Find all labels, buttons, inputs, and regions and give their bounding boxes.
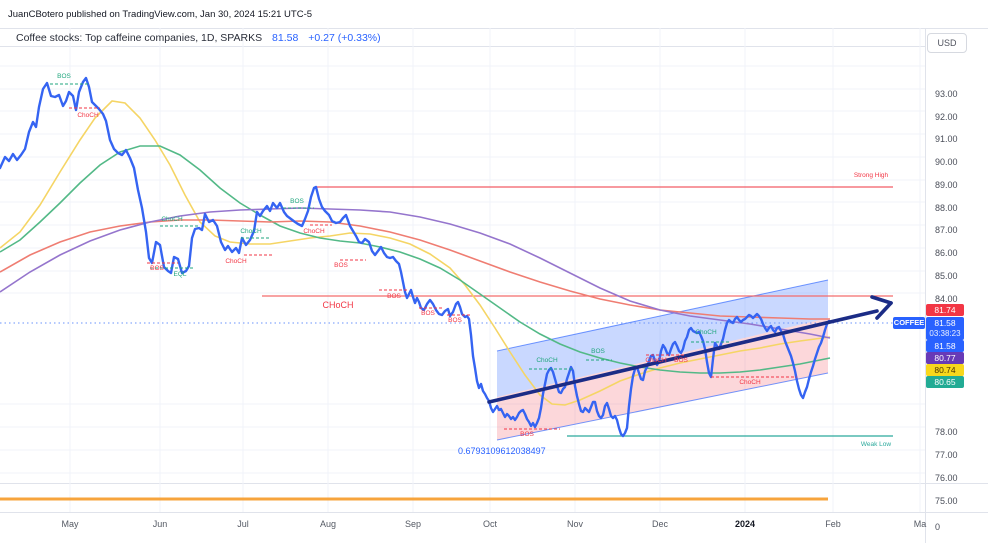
time-tick: Ma bbox=[913, 519, 927, 529]
price-tick: 75.00 bbox=[935, 496, 958, 506]
fib-value-label: 0.6793109612038497 bbox=[458, 446, 546, 456]
trend-arrow-shaft[interactable] bbox=[487, 309, 879, 404]
symbol-title: Coffee stocks: Top caffeine companies, 1… bbox=[16, 32, 263, 44]
pane-divider[interactable] bbox=[0, 483, 988, 484]
price-badge: 80.77 bbox=[926, 352, 964, 364]
price-tick: 87.00 bbox=[935, 225, 958, 235]
annotation-label: BOS bbox=[290, 198, 304, 205]
price-badge: 81.58 03:38:23 bbox=[926, 317, 964, 340]
time-tick: Oct bbox=[482, 519, 498, 529]
time-tick: Jul bbox=[237, 519, 249, 529]
annotation-label: BOS bbox=[57, 73, 71, 80]
annotation-label: ChoCH bbox=[77, 112, 99, 119]
time-tick: Feb bbox=[825, 519, 841, 529]
ma-green-line[interactable] bbox=[0, 145, 831, 374]
symbol-legend[interactable]: Coffee stocks: Top caffeine companies, 1… bbox=[16, 32, 381, 44]
annotation-label: BOS bbox=[674, 357, 688, 364]
price-badge: 80.65 bbox=[926, 376, 964, 388]
price-tick: 78.00 bbox=[935, 427, 958, 437]
price-tick: 89.00 bbox=[935, 180, 958, 190]
annotation-label: BOS bbox=[591, 348, 605, 355]
annotation-label: EQL bbox=[173, 271, 187, 278]
price-tick: 86.00 bbox=[935, 248, 958, 258]
annotation-label: CHoCH bbox=[322, 300, 354, 310]
price-change: +0.27 (+0.33%) bbox=[308, 32, 381, 44]
ma-purple-line[interactable] bbox=[0, 207, 831, 339]
grid-lines bbox=[0, 28, 925, 512]
price-badge: 80.74 bbox=[926, 364, 964, 376]
legend-divider bbox=[0, 46, 925, 47]
price-line[interactable] bbox=[0, 76, 831, 438]
series-name-label: COFFEE bbox=[893, 317, 925, 329]
time-axis-divider[interactable] bbox=[0, 512, 988, 513]
header-divider bbox=[0, 28, 988, 29]
time-tick: Jun bbox=[152, 519, 168, 529]
annotation-label: ChoCH bbox=[695, 329, 717, 336]
time-tick: Dec bbox=[651, 519, 669, 529]
price-tick: 88.00 bbox=[935, 203, 958, 213]
annotation-label: ChoCH bbox=[645, 357, 667, 364]
time-tick: 2024 bbox=[734, 519, 756, 529]
annotation-label: BOS bbox=[520, 431, 534, 438]
ma-yellow-line[interactable] bbox=[0, 100, 831, 406]
annotation-label: BOS bbox=[448, 317, 462, 324]
price-axis[interactable]: 93.00 92.00 91.00 90.00 89.00 88.00 87.00 86.00… bbox=[925, 28, 988, 543]
currency-toggle-button[interactable]: USD bbox=[927, 33, 967, 53]
price-tick: 91.00 bbox=[935, 134, 958, 144]
annotation-label: BOS bbox=[334, 262, 348, 269]
annotation-label: Weak Low bbox=[860, 441, 892, 448]
annotation-label: ChoCH bbox=[739, 379, 761, 386]
annotation-label: ChoCH bbox=[303, 228, 325, 235]
trend-arrow-head-upper[interactable] bbox=[870, 295, 893, 305]
price-tick: 90.00 bbox=[935, 157, 958, 167]
annotation-label: ChoCH bbox=[240, 228, 262, 235]
price-tick: 93.00 bbox=[935, 89, 958, 99]
channel-lower-edge[interactable] bbox=[496, 372, 829, 441]
annotation-label: BOS bbox=[421, 310, 435, 317]
price-axis-divider[interactable] bbox=[925, 28, 926, 543]
annotation-label: ChoCH bbox=[536, 357, 558, 364]
time-tick: Nov bbox=[566, 519, 584, 529]
ma-red-line[interactable] bbox=[0, 219, 830, 320]
price-badge: 81.74 bbox=[926, 304, 964, 316]
price-tick: 76.00 bbox=[935, 473, 958, 483]
price-tick: 0 bbox=[935, 522, 941, 532]
channel-upper-band[interactable] bbox=[497, 280, 828, 397]
time-tick: Sep bbox=[404, 519, 422, 529]
annotation-label: ChoCH bbox=[225, 258, 247, 265]
smc-dashed-segments bbox=[50, 83, 797, 430]
annotation-label: BOS bbox=[387, 293, 401, 300]
trend-arrow-head-lower[interactable] bbox=[875, 301, 893, 320]
time-tick: Aug bbox=[319, 519, 337, 529]
last-price: 81.58 bbox=[272, 32, 299, 44]
price-tick: 84.00 bbox=[935, 294, 958, 304]
price-badge: 81.58 bbox=[926, 340, 964, 352]
time-tick: May bbox=[61, 519, 79, 529]
annotation-label: BOS bbox=[150, 265, 164, 272]
annotation-label: ChoCH bbox=[161, 216, 183, 223]
attribution-text: JuanCBotero published on TradingView.com… bbox=[8, 9, 313, 20]
price-tick: 92.00 bbox=[935, 112, 958, 122]
channel-upper-edge[interactable] bbox=[496, 279, 829, 352]
time-axis[interactable]: May Jun Jul Aug Sep Oct Nov Dec 2024 Feb Ma bbox=[0, 512, 988, 543]
annotation-label: Strong High bbox=[853, 172, 889, 179]
price-tick: 77.00 bbox=[935, 450, 958, 460]
price-tick: 85.00 bbox=[935, 271, 958, 281]
